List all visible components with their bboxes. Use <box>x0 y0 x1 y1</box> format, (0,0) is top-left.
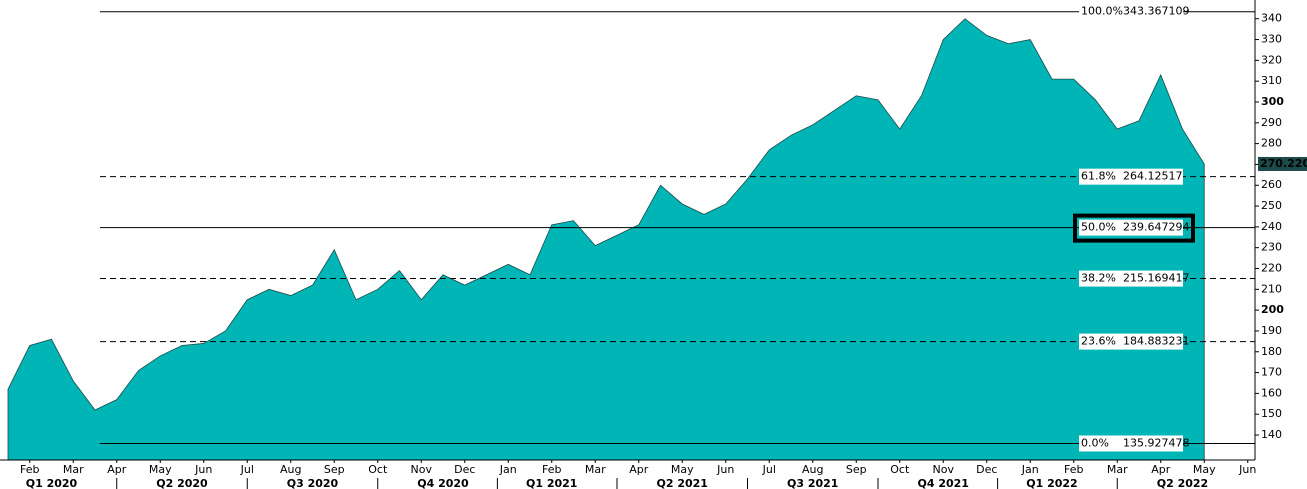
y-tick-label: 180 <box>1261 345 1282 358</box>
x-tick-label: Nov <box>933 463 955 476</box>
y-tick-label: 140 <box>1261 428 1282 441</box>
x-tick-label: Oct <box>890 463 910 476</box>
x-tick-label: Apr <box>629 463 649 476</box>
quarter-label: Q1 2020 <box>26 477 78 489</box>
x-tick-label: May <box>671 463 694 476</box>
x-tick-label: Jun <box>194 463 212 476</box>
quarter-label: Q1 2022 <box>1026 477 1077 489</box>
quarter-label: Q2 2022 <box>1157 477 1208 489</box>
fib-percent: 100.0% <box>1081 5 1123 18</box>
x-tick-label: Apr <box>1151 463 1171 476</box>
quarter-label: Q2 2021 <box>657 477 708 489</box>
quarter-label: Q4 2021 <box>918 477 969 489</box>
x-tick-label: May <box>149 463 172 476</box>
x-tick-label: Aug <box>802 463 823 476</box>
x-tick-label: Aug <box>280 463 301 476</box>
y-tick-label: 190 <box>1261 324 1282 337</box>
y-tick-label: 230 <box>1261 241 1282 254</box>
quarter-label: Q4 2020 <box>417 477 469 489</box>
fib-value: 135.927478 <box>1123 436 1189 449</box>
y-tick-label: 310 <box>1261 74 1282 87</box>
fib-label-bg <box>1079 3 1183 20</box>
y-tick-label: 300 <box>1261 95 1284 108</box>
y-tick-label: 240 <box>1261 220 1282 233</box>
fib-percent: 23.6% <box>1081 335 1116 348</box>
fib-label-bg <box>1079 333 1183 350</box>
fib-value: 239.647294 <box>1123 221 1189 234</box>
fib-value: 343.367109 <box>1123 5 1189 18</box>
y-tick-label: 290 <box>1261 116 1282 129</box>
y-tick-label: 260 <box>1261 178 1282 191</box>
fib-percent: 50.0% <box>1081 221 1116 234</box>
x-tick-label: Mar <box>1107 463 1128 476</box>
quarter-label: Q3 2020 <box>287 477 339 489</box>
quarter-label: Q1 2021 <box>526 477 577 489</box>
y-tick-label: 250 <box>1261 199 1282 212</box>
y-tick-label: 220 <box>1261 262 1282 275</box>
x-tick-label: Nov <box>411 463 433 476</box>
price-tag-label: 270.2200 <box>1260 157 1307 170</box>
fib-label-bg <box>1079 270 1183 287</box>
fib-label-bg <box>1079 219 1183 236</box>
y-tick-label: 200 <box>1261 303 1284 316</box>
fib-value: 215.169417 <box>1123 272 1189 285</box>
y-tick-label: 320 <box>1261 53 1282 66</box>
x-tick-label: Oct <box>368 463 388 476</box>
fib-percent: 61.8% <box>1081 170 1116 183</box>
x-tick-label: Sep <box>846 463 867 476</box>
x-tick-label: Jul <box>762 463 776 476</box>
x-tick-label: Jul <box>240 463 254 476</box>
x-tick-label: Apr <box>107 463 127 476</box>
x-tick-label: Jun <box>716 463 734 476</box>
fib-highlight <box>1073 213 1195 243</box>
price-tag <box>1258 156 1307 171</box>
x-tick-label: Dec <box>454 463 475 476</box>
x-tick-label: Feb <box>542 463 561 476</box>
fib-value: 184.883231 <box>1123 335 1189 348</box>
x-tick-label: Sep <box>324 463 345 476</box>
x-tick-label: Dec <box>976 463 997 476</box>
y-tick-label: 340 <box>1261 12 1282 25</box>
fib-percent: 0.0% <box>1081 436 1109 449</box>
fib-label-bg <box>1079 435 1183 452</box>
x-tick-label: Mar <box>63 463 84 476</box>
x-tick-label: Feb <box>1064 463 1083 476</box>
y-tick-label: 210 <box>1261 282 1282 295</box>
fib-value: 264.12517 <box>1123 170 1183 183</box>
x-tick-label: May <box>1193 463 1216 476</box>
fib-label-bg <box>1079 168 1183 185</box>
y-tick-label: 170 <box>1261 366 1282 379</box>
quarter-label: Q2 2020 <box>156 477 208 489</box>
fib-percent: 38.2% <box>1081 272 1116 285</box>
quarter-label: Q3 2021 <box>787 477 838 489</box>
area <box>7 18 1205 461</box>
x-tick-label: Jun <box>1238 463 1256 476</box>
x-tick-label: Jan <box>1021 463 1039 476</box>
y-tick-label: 150 <box>1261 407 1282 420</box>
x-tick-label: Feb <box>20 463 39 476</box>
x-tick-label: Jan <box>499 463 517 476</box>
y-tick-label: 160 <box>1261 386 1282 399</box>
x-tick-label: Mar <box>585 463 606 476</box>
y-tick-label: 280 <box>1261 137 1282 150</box>
y-tick-label: 330 <box>1261 33 1282 46</box>
